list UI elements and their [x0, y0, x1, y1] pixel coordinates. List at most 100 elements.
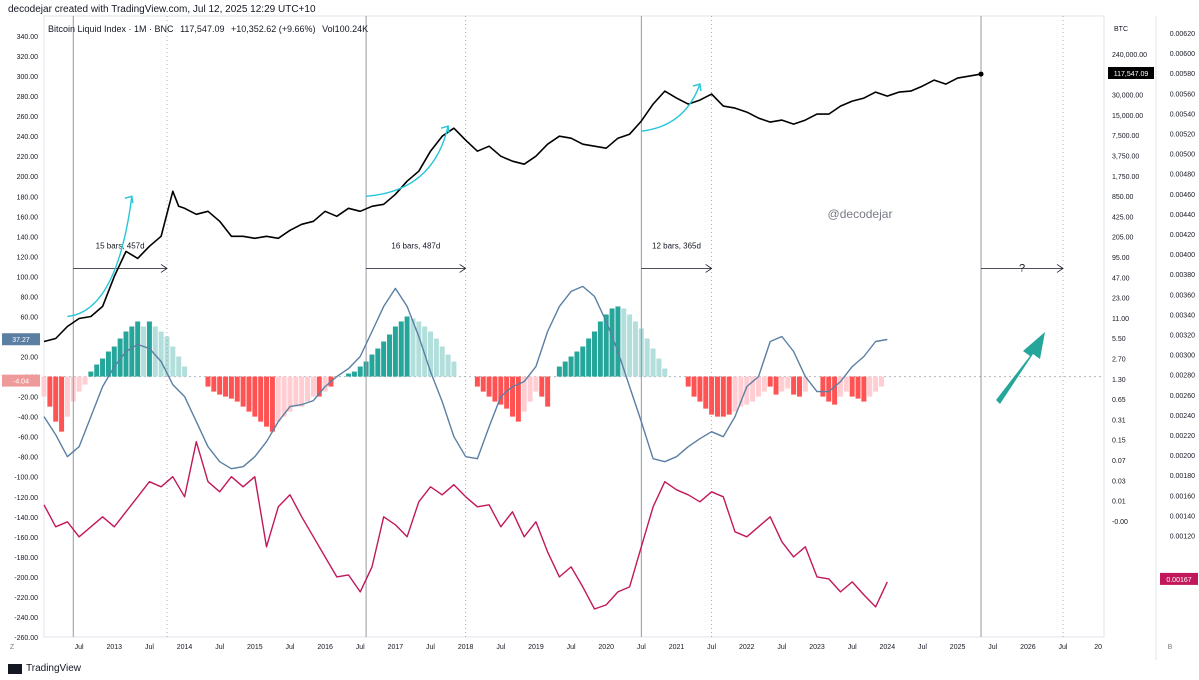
log-axis-badge: 117,547.09 [1114, 71, 1149, 78]
time-axis-tick: Jul [285, 644, 294, 651]
tradingview-logo-icon [8, 663, 22, 674]
brand-label: TradingView [26, 663, 82, 674]
ratio-axis-tick: 0.00440 [1170, 212, 1195, 219]
uptrend-arrowhead [440, 125, 450, 134]
left-axis-tick: 260.00 [17, 114, 39, 121]
histogram-bar [726, 376, 732, 415]
histogram-bar [562, 361, 568, 377]
histogram-bar [53, 376, 59, 422]
histogram-bar [802, 376, 808, 392]
corner-left-label: Z [10, 644, 15, 651]
left-axis-tick: 200.00 [17, 174, 39, 181]
histogram-bar [837, 376, 843, 397]
ratio-axis-tick: 0.00180 [1170, 473, 1195, 480]
left-axis-badge: 37.27 [12, 337, 30, 344]
left-axis-tick: -140.00 [14, 515, 38, 522]
left-axis-tick: -260.00 [14, 635, 38, 642]
left-axis-tick: 280.00 [17, 94, 39, 101]
legend-symbol: Bitcoin Liquid Index · 1M · BNC [48, 24, 174, 34]
histogram-bar [381, 341, 387, 377]
histogram-bar [64, 376, 70, 417]
ratio-axis-tick: 0.00400 [1170, 252, 1195, 259]
histogram-bar [615, 306, 621, 377]
histogram-bar [515, 376, 521, 422]
histogram-bar [486, 376, 492, 397]
ratio-axis-tick: 0.00200 [1170, 453, 1195, 460]
uptrend-arrow [67, 196, 133, 318]
histogram-bar [627, 314, 633, 377]
cycle-measure-arrowhead [705, 264, 713, 273]
histogram-bar [252, 376, 258, 417]
time-axis-tick: 2013 [106, 644, 122, 651]
tradingview-brand[interactable]: TradingView [8, 663, 81, 674]
left-axis-tick: -40.00 [18, 415, 38, 422]
ratio-axis-tick: 0.00340 [1170, 312, 1195, 319]
time-axis-tick: Jul [496, 644, 505, 651]
series-legend: Bitcoin Liquid Index · 1M · BNC 117,547.… [48, 24, 372, 34]
time-axis-tick: Jul [918, 644, 927, 651]
histogram-bar [843, 376, 849, 392]
histogram-bar [451, 361, 457, 377]
ratio-axis-tick: 0.00320 [1170, 333, 1195, 340]
log-axis-tick: -0.00 [1112, 519, 1128, 526]
time-axis-tick: 2024 [880, 644, 896, 651]
histogram-bar [597, 321, 603, 377]
histogram-bar [246, 376, 252, 412]
left-axis-tick: -160.00 [14, 535, 38, 542]
left-axis-tick: 340.00 [17, 34, 39, 41]
histogram-bar [510, 376, 515, 417]
log-axis-badge-bg [1108, 67, 1154, 79]
time-axis-tick: Jul [988, 644, 997, 651]
histogram-bar [176, 356, 182, 377]
log-axis-tick: 850.00 [1112, 194, 1134, 201]
left-axis-tick: 180.00 [17, 194, 39, 201]
histogram-bar [299, 376, 305, 407]
histogram-bar [398, 321, 404, 377]
time-axis-tick: Jul [356, 644, 365, 651]
histogram-bar [574, 351, 580, 377]
histogram-bar [750, 376, 756, 402]
left-axis-tick: 300.00 [17, 74, 39, 81]
time-axis-tick: Jul [848, 644, 857, 651]
cycle-measure-arrowhead [459, 264, 467, 273]
histogram-bar [755, 376, 761, 397]
histogram-bar [310, 376, 316, 397]
log-axis-tick: 3,750.00 [1112, 154, 1139, 161]
log-axis-tick: 240,000.00 [1112, 52, 1147, 59]
histogram-bar [609, 308, 615, 377]
histogram-bar [94, 364, 100, 377]
log-axis-tick: 15,000.00 [1112, 113, 1143, 120]
cycle-measure-arrowhead [160, 264, 168, 273]
chart-header: decodejar created with TradingView.com, … [8, 4, 316, 15]
histogram-bar [158, 331, 164, 377]
log-axis-tick: 7,500.00 [1112, 133, 1139, 140]
time-axis-tick: Jul [426, 644, 435, 651]
histogram-bar [293, 376, 299, 407]
histogram-bar [322, 376, 328, 392]
log-axis-tick: 205.00 [1112, 235, 1134, 242]
histogram-bar [878, 376, 884, 387]
histogram-bar [217, 376, 223, 395]
ratio-axis-badge: 0.00167 [1166, 577, 1191, 584]
ratio-axis-tick: 0.00520 [1170, 132, 1195, 139]
log-axis-tick: 0.03 [1112, 478, 1126, 485]
time-axis-tick: Jul [637, 644, 646, 651]
histogram-bar [305, 376, 311, 402]
left-axis-tick: 80.00 [20, 294, 38, 301]
histogram-bar [76, 376, 82, 392]
left-axis-tick: -200.00 [14, 575, 38, 582]
ratio-axis-tick: 0.00600 [1170, 51, 1195, 58]
histogram-bar [621, 308, 627, 377]
log-axis-tick: 5.50 [1112, 336, 1126, 343]
log-axis-tick: 0.15 [1112, 438, 1126, 445]
cycle-measure-label: 16 bars, 487d [391, 241, 440, 250]
cycle-measure-label: ? [1019, 262, 1025, 274]
log-axis-tick: 23.00 [1112, 296, 1130, 303]
ratio-axis-badge-bg [1160, 572, 1198, 585]
log-axis-tick: 2.70 [1112, 357, 1126, 364]
legend-price: 117,547.09 [180, 24, 225, 34]
histogram-bar [556, 366, 562, 377]
left-axis-badge-bg [2, 333, 40, 346]
histogram-bar [357, 366, 363, 377]
